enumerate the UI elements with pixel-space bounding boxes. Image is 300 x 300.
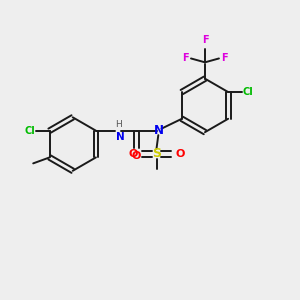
Text: H: H [116,120,122,129]
Text: N: N [154,124,164,137]
Text: O: O [132,151,141,160]
Text: O: O [128,149,137,159]
Text: F: F [182,53,189,63]
Text: Cl: Cl [242,87,253,97]
Text: F: F [221,53,228,63]
Text: N: N [116,132,124,142]
Text: O: O [176,149,185,159]
Text: Cl: Cl [25,126,35,136]
Text: S: S [152,147,161,161]
Text: F: F [202,35,208,45]
